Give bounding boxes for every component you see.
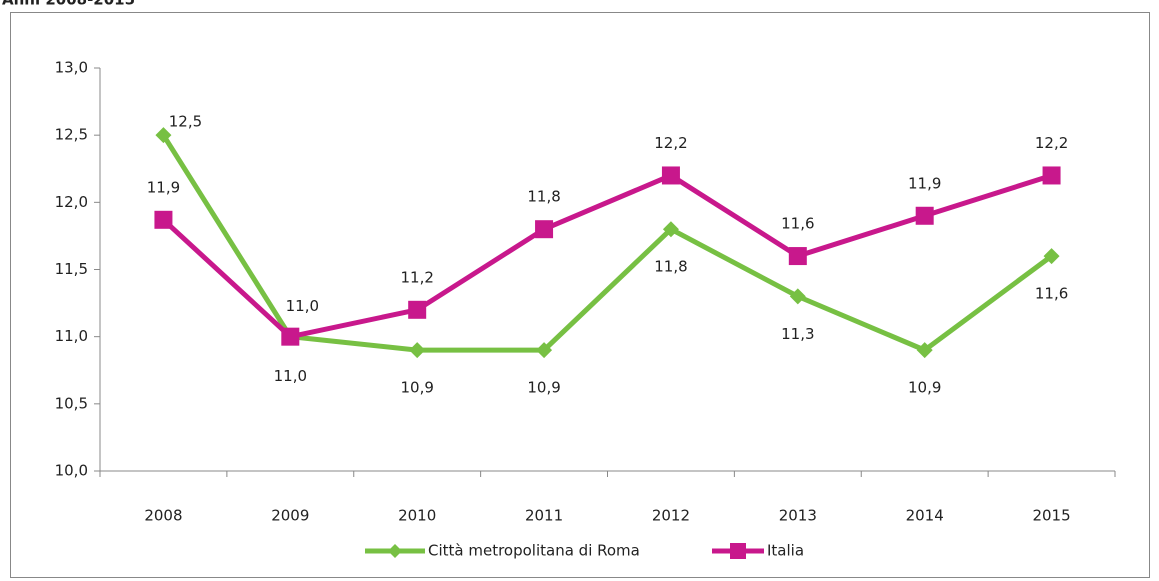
point [789, 288, 806, 305]
chart-subtitle: Anni 2008-2015 [2, 0, 135, 9]
x-tick-label: 2014 [906, 507, 944, 525]
point [281, 327, 300, 346]
data-label: 11,9 [147, 178, 180, 196]
x-tick-label: 2015 [1032, 507, 1070, 525]
y-tick-label: 10,5 [55, 394, 88, 412]
data-label: 11,9 [908, 174, 941, 192]
legend-marker [388, 544, 402, 558]
x-tick-label: 2012 [652, 507, 690, 525]
legend-label: Città metropolitana di Roma [428, 542, 640, 560]
line [161, 133, 1054, 353]
point [915, 206, 934, 225]
y-tick-label: 11,0 [55, 327, 88, 345]
legend-label: Italia [767, 542, 804, 560]
point [536, 342, 553, 359]
data-label: 12,2 [1035, 134, 1068, 152]
x-tick-label: 2010 [398, 507, 436, 525]
data-label: 12,2 [654, 134, 687, 152]
data-label: 11,8 [654, 258, 687, 276]
y-tick-label: 11,5 [55, 260, 88, 278]
y-tick-label: 12,0 [55, 193, 88, 211]
x-tick-label: 2008 [144, 507, 182, 525]
x-tick-label: 2009 [271, 507, 309, 525]
y-tick-label: 13,0 [55, 59, 88, 77]
chart-frame [10, 12, 1150, 578]
data-label: 12,5 [169, 113, 202, 131]
point [1042, 166, 1061, 185]
y-tick-label: 10,0 [55, 462, 88, 480]
legend-marker [730, 543, 746, 559]
line [161, 172, 1053, 340]
data-label: 11,2 [400, 268, 433, 286]
point [1043, 248, 1060, 265]
point [154, 210, 173, 229]
x-tick-label: 2011 [525, 507, 563, 525]
point [661, 166, 680, 185]
data-label: 10,9 [908, 379, 941, 397]
point [409, 342, 426, 359]
data-label: 11,6 [781, 215, 814, 233]
data-label: 11,3 [781, 325, 814, 343]
data-label: 11,0 [274, 367, 307, 385]
point [155, 127, 172, 144]
data-label: 11,8 [527, 188, 560, 206]
point [535, 220, 554, 239]
data-label: 10,9 [527, 379, 560, 397]
point [662, 221, 679, 238]
point [788, 247, 807, 266]
point [916, 342, 933, 359]
point [408, 300, 427, 319]
data-label: 11,0 [286, 297, 319, 315]
data-label: 11,6 [1035, 285, 1068, 303]
x-tick-label: 2013 [779, 507, 817, 525]
data-label: 10,9 [400, 379, 433, 397]
y-tick-label: 12,5 [55, 126, 88, 144]
